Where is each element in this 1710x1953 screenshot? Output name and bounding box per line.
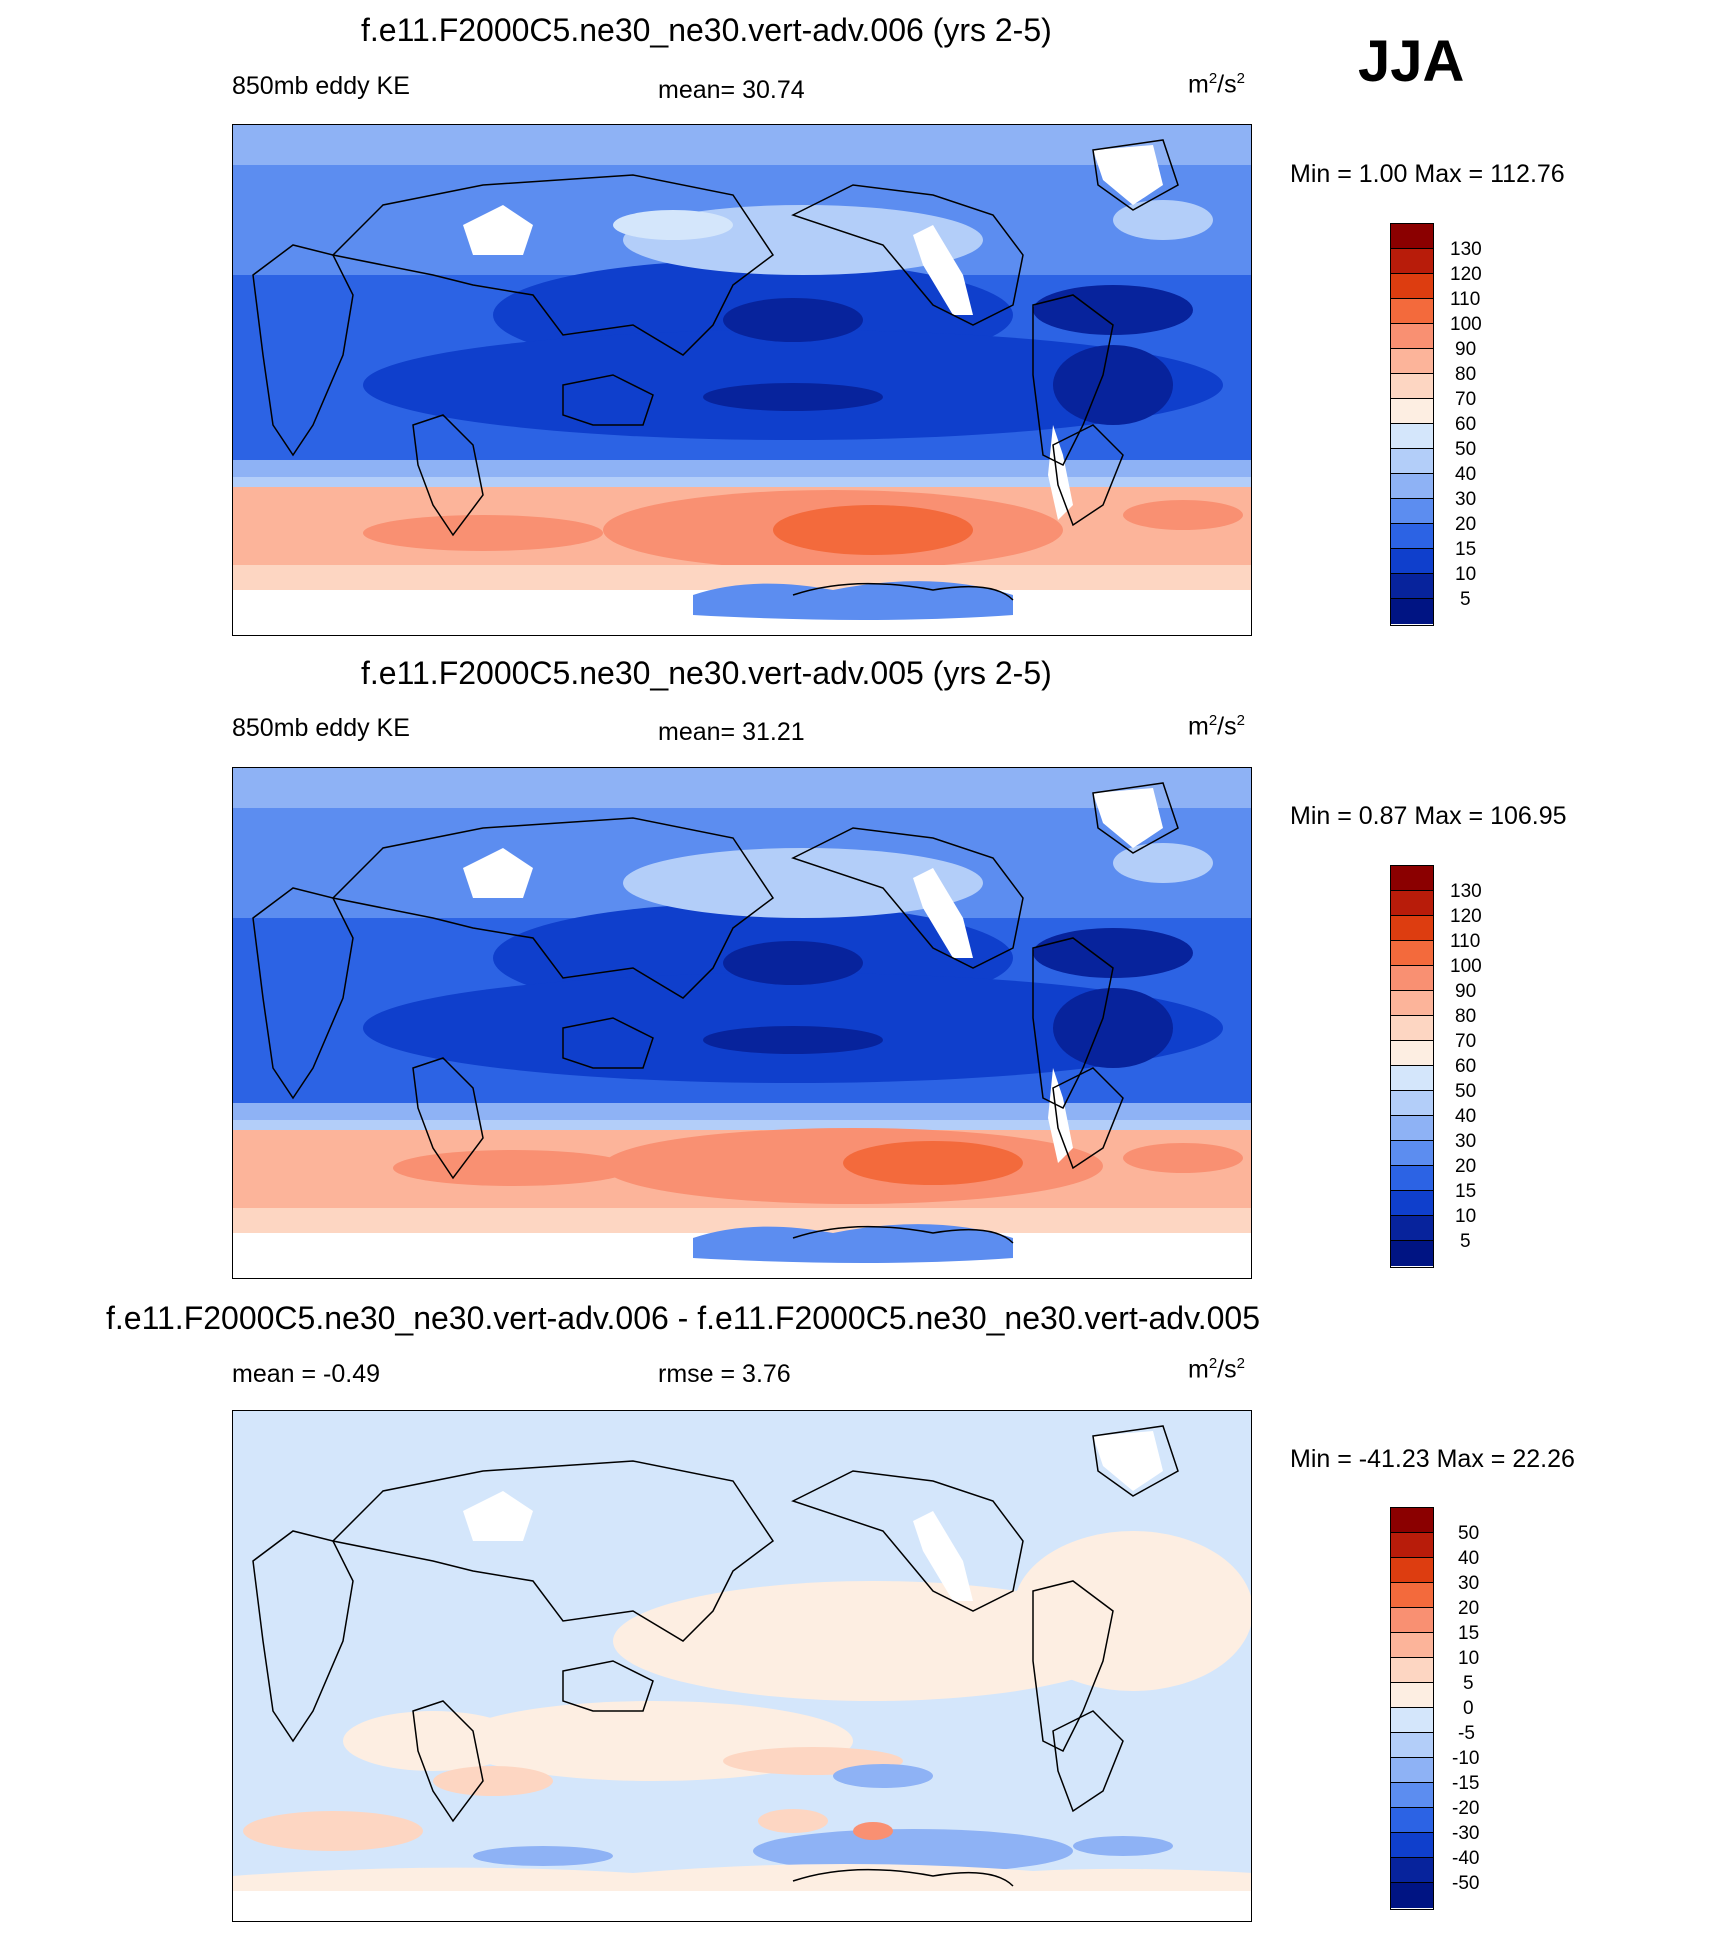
panel2-units: m2/s2	[1188, 712, 1245, 741]
panel2-field	[233, 768, 1251, 1278]
panel3-cb-label: 0	[1463, 1698, 1474, 1719]
panel3-cb-label: -5	[1458, 1723, 1475, 1744]
panel1-cb-label: 10	[1455, 564, 1477, 585]
panel3-cb-label: 40	[1458, 1548, 1480, 1569]
panel3-rmse-label: rmse = 3.76	[658, 1360, 791, 1388]
panel3-field	[233, 1411, 1251, 1921]
panel2-map	[232, 767, 1252, 1279]
panel1-cb-label: 60	[1455, 414, 1477, 435]
panel3-cb-label: -30	[1452, 1823, 1480, 1844]
panel3-cb-label: -20	[1452, 1798, 1480, 1819]
panel1-cb-label: 40	[1455, 464, 1477, 485]
panel1-cb-label: 110	[1450, 289, 1481, 310]
panel2-cb-label: 15	[1455, 1181, 1477, 1202]
panel2-variable-label: 850mb eddy KE	[232, 714, 410, 742]
panel2-cb-label: 70	[1455, 1031, 1477, 1052]
panel3-cb-label: 30	[1458, 1573, 1480, 1594]
panel2-colorbar	[1390, 865, 1434, 1268]
panel1-units: m2/s2	[1188, 70, 1245, 99]
panel1-cb-label: 70	[1455, 389, 1477, 410]
panel1-map	[232, 124, 1252, 636]
panel3-minmax: Min = -41.23 Max = 22.26	[1290, 1445, 1575, 1473]
panel3-units: m2/s2	[1188, 1355, 1245, 1384]
panel2-cb-label: 120	[1450, 906, 1482, 927]
panel2-cb-label: 60	[1455, 1056, 1477, 1077]
panel2-cb-label: 80	[1455, 1006, 1477, 1027]
panel1-cb-label: 50	[1455, 439, 1477, 460]
panel3-cb-label: 20	[1458, 1598, 1480, 1619]
panel1-colorbar	[1390, 223, 1434, 626]
panel3-cb-label: 10	[1458, 1648, 1480, 1669]
panel3-cb-label: 15	[1458, 1623, 1480, 1644]
panel2-cb-label: 30	[1455, 1131, 1477, 1152]
season-label: JJA	[1358, 29, 1465, 94]
panel3-map	[232, 1410, 1252, 1922]
panel1-cb-label: 120	[1450, 264, 1482, 285]
panel2-cb-label: 40	[1455, 1106, 1477, 1127]
panel1-cb-label: 100	[1450, 314, 1482, 335]
panel1-cb-label: 20	[1455, 514, 1477, 535]
panel1-minmax: Min = 1.00 Max = 112.76	[1290, 160, 1565, 188]
panel2-cb-label: 10	[1455, 1206, 1477, 1227]
panel1-field	[233, 125, 1251, 635]
panel1-cb-label: 130	[1450, 239, 1482, 260]
panel2-minmax: Min = 0.87 Max = 106.95	[1290, 802, 1567, 830]
panel3-cb-label: -50	[1452, 1873, 1480, 1894]
panel2-cb-label: 110	[1450, 931, 1481, 952]
panel2-cb-label: 50	[1455, 1081, 1477, 1102]
panel1-variable-label: 850mb eddy KE	[232, 72, 410, 100]
panel2-cb-label: 130	[1450, 881, 1482, 902]
panel3-cb-label: 5	[1463, 1673, 1474, 1694]
panel2-cb-label: 20	[1455, 1156, 1477, 1177]
panel3-cb-label: 50	[1458, 1523, 1480, 1544]
panel2-title: f.e11.F2000C5.ne30_ne30.vert-adv.005 (yr…	[361, 655, 1052, 691]
panel1-title: f.e11.F2000C5.ne30_ne30.vert-adv.006 (yr…	[361, 12, 1052, 48]
panel1-cb-label: 5	[1460, 589, 1471, 610]
panel3-cb-label: -10	[1452, 1748, 1480, 1769]
panel3-cb-label: -40	[1452, 1848, 1480, 1869]
panel2-cb-label: 5	[1460, 1231, 1471, 1252]
panel1-cb-label: 30	[1455, 489, 1477, 510]
panel3-mean-label: mean = -0.49	[232, 1360, 381, 1388]
panel3-title: f.e11.F2000C5.ne30_ne30.vert-adv.006 - f…	[106, 1300, 1260, 1336]
panel2-cb-label: 90	[1455, 981, 1477, 1002]
panel1-cb-label: 80	[1455, 364, 1477, 385]
panel2-mean-label: mean= 31.21	[658, 718, 805, 746]
panel3-colorbar	[1390, 1507, 1434, 1910]
panel3-cb-label: -15	[1452, 1773, 1480, 1794]
panel1-cb-label: 90	[1455, 339, 1477, 360]
panel2-cb-label: 100	[1450, 956, 1482, 977]
panel1-cb-label: 15	[1455, 539, 1477, 560]
panel1-mean-label: mean= 30.74	[658, 76, 805, 104]
